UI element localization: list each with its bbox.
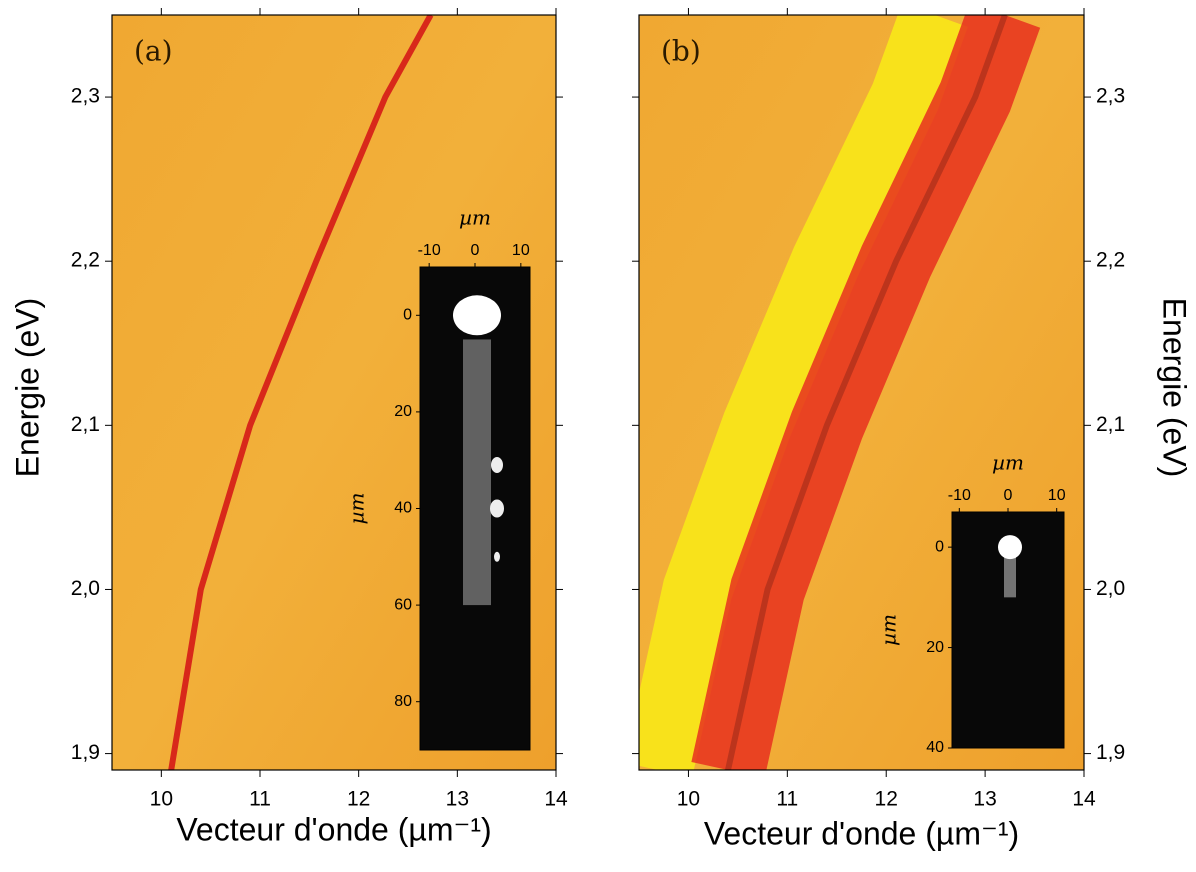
frame <box>638 14 1085 771</box>
y-tick-label: 1,9 <box>71 741 100 764</box>
y-tick-label: 2,1 <box>71 413 100 436</box>
dark-core <box>725 15 1008 770</box>
y-tick-label: 1,9 <box>1096 741 1125 764</box>
spot <box>490 499 504 518</box>
spot <box>453 295 501 336</box>
inset-y-tick-label: 20 <box>926 639 944 656</box>
y-tick-label: 2,2 <box>71 249 100 272</box>
panel-label: (b) <box>661 35 701 68</box>
x-tick-label: 11 <box>249 788 271 811</box>
y-tick-label: 2,1 <box>1096 413 1125 436</box>
inset-x-tick-label: 0 <box>1004 487 1013 504</box>
x-axis-label: Vecteur d'onde (µm⁻¹) <box>704 815 1019 851</box>
panel: 10 11 12 13 14 1,9 2,0 2,1 2,2 2,3 (b) Vecteur d'on… <box>632 8 1193 851</box>
inset-y-label: µm <box>877 614 901 646</box>
spot <box>998 535 1022 560</box>
y-tick-label: 2,0 <box>71 577 100 600</box>
inset-x-label: µm <box>992 451 1024 475</box>
y-tick-label: 2,0 <box>1096 577 1125 600</box>
x-tick-label: 12 <box>347 788 370 811</box>
inset-y-tick-label: 40 <box>926 739 944 756</box>
x-tick-label: 10 <box>150 788 173 811</box>
spot <box>491 457 503 474</box>
panel: 10 11 12 13 14 1,9 2,0 2,1 2,2 2,3 (a) Vecteur d'on… <box>9 8 568 847</box>
y-axis-label: Energie (eV) <box>9 298 45 478</box>
x-axis-label: Vecteur d'onde (µm⁻¹) <box>176 811 491 847</box>
dispersion-curve <box>691 15 1041 770</box>
x-tick-label: 11 <box>776 788 798 811</box>
x-tick-label: 10 <box>677 788 700 811</box>
spot <box>494 551 500 562</box>
inset-x-tick-label: 10 <box>1048 487 1066 504</box>
inset-image <box>420 267 530 750</box>
inset-y-tick-label: 0 <box>935 538 944 555</box>
y-tick-label: 2,3 <box>1096 85 1125 108</box>
emission-trail <box>463 339 491 606</box>
yellow-band <box>639 15 968 770</box>
y-tick-label: 2,2 <box>1096 249 1125 272</box>
inset-y-tick-label: 60 <box>394 596 412 613</box>
inset-y-tick-label: 40 <box>394 500 412 517</box>
emission-trail <box>1004 557 1016 598</box>
frame <box>111 14 557 771</box>
x-tick-label: 13 <box>973 788 996 811</box>
inset-x-tick-label: 0 <box>471 242 480 259</box>
y-axis-label: Energie (eV) <box>1157 298 1193 478</box>
panel-label: (a) <box>134 35 173 68</box>
inset-x-tick-label: 10 <box>512 242 530 259</box>
x-tick-label: 14 <box>1072 788 1096 811</box>
inset-x-label: µm <box>459 206 491 230</box>
x-tick-label: 14 <box>544 788 568 811</box>
inset-x-tick-label: -10 <box>418 242 441 259</box>
x-tick-label: 12 <box>875 788 898 811</box>
inset-x-tick-label: -10 <box>948 487 971 504</box>
dispersion-curve <box>168 15 434 770</box>
inset-y-tick-label: 80 <box>394 693 412 710</box>
inset-y-tick-label: 20 <box>394 403 412 420</box>
y-tick-label: 2,3 <box>71 85 100 108</box>
x-tick-label: 13 <box>446 788 469 811</box>
inset-y-tick-label: 0 <box>403 307 412 324</box>
inset-y-label: µm <box>345 493 369 525</box>
